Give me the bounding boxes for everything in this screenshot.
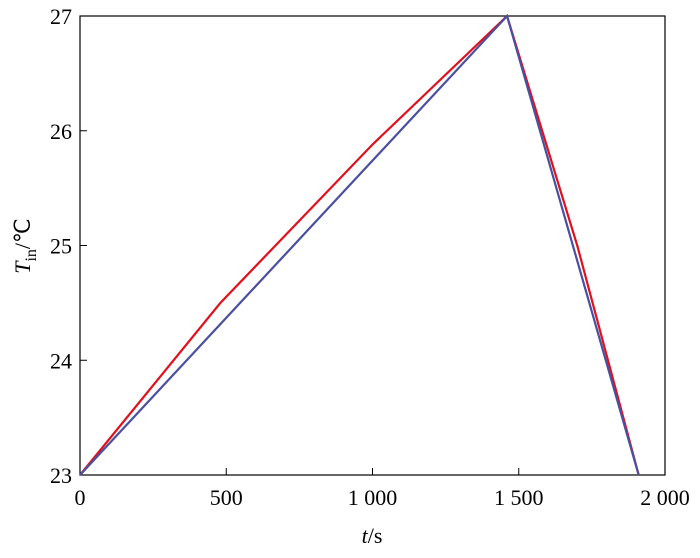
series-line: [79, 13, 640, 476]
y-tick-label: 26: [50, 119, 72, 144]
y-tick-label: 25: [50, 234, 72, 259]
y-tick-label: 23: [50, 463, 72, 488]
x-tick-label: 0: [75, 485, 86, 510]
y-tick-label: 24: [50, 348, 72, 373]
x-tick-label: 1 500: [494, 485, 544, 510]
y-axis-label: Tin/℃: [10, 218, 40, 274]
x-tick-label: 1 000: [348, 485, 398, 510]
series-line: [79, 13, 640, 476]
x-tick-label: 500: [210, 485, 243, 510]
x-tick-label: 2 000: [640, 485, 690, 510]
y-tick-label: 27: [50, 4, 72, 29]
x-axis-label: t/s: [362, 523, 383, 548]
